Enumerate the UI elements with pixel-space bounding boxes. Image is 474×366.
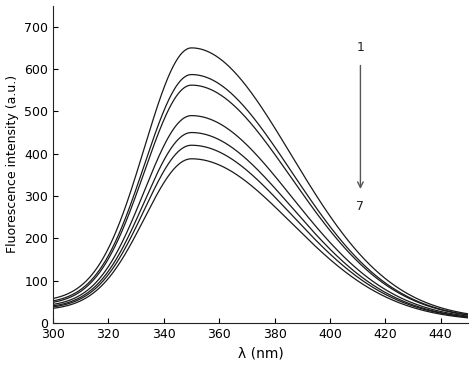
Text: 7: 7 [356, 200, 365, 213]
Text: 1: 1 [356, 41, 365, 54]
Y-axis label: Fluorescence intensity (a.u.): Fluorescence intensity (a.u.) [6, 75, 18, 253]
X-axis label: λ (nm): λ (nm) [238, 347, 283, 361]
